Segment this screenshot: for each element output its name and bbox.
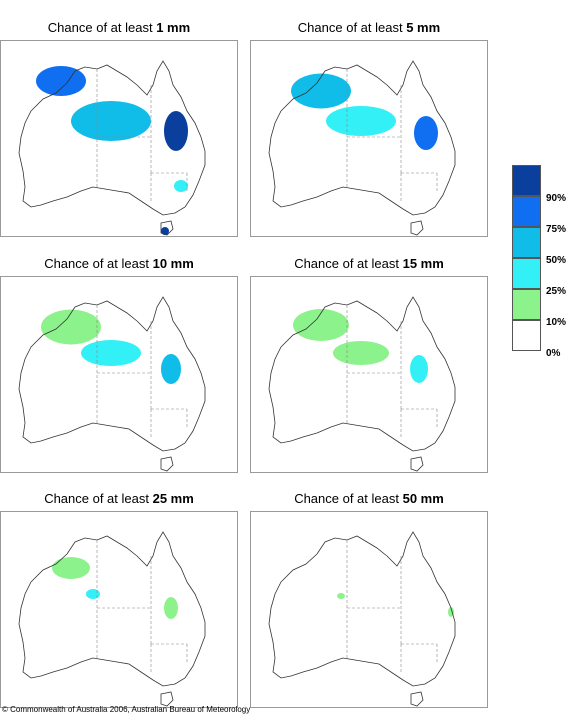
panel-title: Chance of at least 25 mm — [44, 491, 194, 506]
legend-label: 0% — [546, 348, 561, 359]
tasmania-coastline — [160, 220, 174, 236]
australia-coastline — [18, 531, 206, 687]
australia-map — [250, 40, 488, 237]
legend-label: 25% — [546, 286, 567, 297]
legend-swatch — [512, 258, 541, 289]
legend-swatch — [512, 196, 541, 227]
rain-probability-region — [333, 341, 389, 365]
legend-swatch — [512, 165, 541, 196]
rain-probability-region — [337, 593, 345, 599]
legend-swatch — [512, 289, 541, 320]
rain-probability-region — [164, 597, 178, 619]
australia-coastline — [18, 296, 206, 452]
rain-probability-region — [293, 309, 349, 341]
rain-probability-region — [161, 227, 169, 235]
legend-label: 50% — [546, 255, 567, 266]
rain-probability-region — [81, 340, 141, 366]
legend-label: 10% — [546, 317, 567, 328]
legend-swatch — [512, 227, 541, 258]
rain-probability-region — [41, 309, 101, 345]
legend-label: 75% — [546, 224, 567, 235]
rain-probability-region — [164, 111, 188, 151]
australia-coastline — [268, 531, 456, 687]
panel-title: Chance of at least 15 mm — [294, 256, 444, 271]
panel-title: Chance of at least 5 mm — [297, 20, 441, 35]
tasmania-coastline — [160, 691, 174, 707]
australia-map — [0, 276, 238, 473]
tasmania-coastline — [410, 456, 424, 472]
rain-probability-region — [174, 180, 188, 192]
australia-coastline — [268, 296, 456, 452]
rain-probability-region — [71, 101, 151, 141]
rain-probability-region — [52, 557, 90, 579]
australia-coastline — [268, 60, 456, 216]
australia-map — [0, 40, 238, 237]
australia-coastline — [18, 60, 206, 216]
australia-map — [250, 276, 488, 473]
copyright-footer: © Commonwealth of Australia 2006, Austra… — [2, 705, 251, 714]
australia-map — [0, 511, 238, 708]
panel-title: Chance of at least 10 mm — [44, 256, 194, 271]
rain-probability-region — [414, 116, 438, 150]
rain-probability-region — [161, 354, 181, 384]
tasmania-coastline — [410, 220, 424, 236]
rain-probability-region — [36, 66, 86, 96]
panel-title: Chance of at least 1 mm — [47, 20, 191, 35]
rain-probability-region — [291, 73, 351, 109]
australia-map — [250, 511, 488, 708]
rain-probability-region — [86, 589, 100, 599]
rain-probability-region — [410, 355, 428, 383]
legend-swatch — [512, 320, 541, 351]
tasmania-coastline — [410, 691, 424, 707]
panel-title: Chance of at least 50 mm — [294, 491, 444, 506]
legend-label: 90% — [546, 193, 567, 204]
rain-probability-region — [326, 106, 396, 136]
tasmania-coastline — [160, 456, 174, 472]
